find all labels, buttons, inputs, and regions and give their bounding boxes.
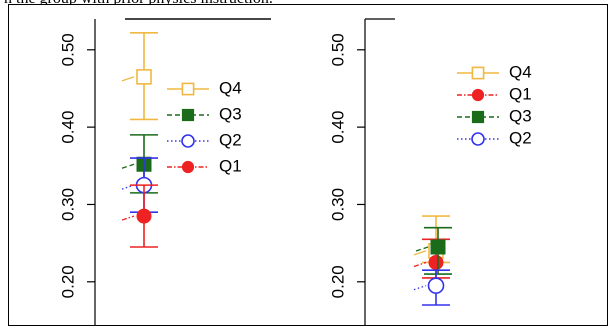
legend-marker xyxy=(471,88,485,102)
legend-label: Q4 xyxy=(219,78,242,97)
y-tick-label: 0.40 xyxy=(328,111,347,144)
legend-label: Q1 xyxy=(509,84,532,103)
legend-entry-q2: Q2 xyxy=(457,128,532,147)
series-connector xyxy=(413,261,427,268)
legend-marker xyxy=(181,160,195,174)
series-connector xyxy=(121,163,135,169)
legend-entry-q2: Q2 xyxy=(167,130,242,149)
legend-marker xyxy=(471,110,485,124)
series-q1-group xyxy=(121,184,158,248)
legend-label: Q2 xyxy=(509,128,532,147)
series-connector xyxy=(121,215,135,221)
legend-marker xyxy=(181,134,195,148)
series-q4-group xyxy=(121,31,158,121)
legend-marker xyxy=(471,132,485,146)
legend-label: Q3 xyxy=(219,104,242,123)
y-tick-label: 0.30 xyxy=(58,188,77,221)
y-tick-label: 0.30 xyxy=(328,188,347,221)
chart-svg: 0.20 0.30 0.40 0.50 Q4 Q3 Q2 Q1 0.20 0.30 0.40 0.50… xyxy=(58,18,532,325)
series-connector xyxy=(413,250,427,256)
legend-label: Q3 xyxy=(509,106,532,125)
data-point xyxy=(427,277,445,294)
series-connector xyxy=(121,76,135,82)
legend-marker xyxy=(181,82,195,96)
y-tick-label: 0.20 xyxy=(58,265,77,298)
data-point xyxy=(136,69,152,85)
legend-label: Q2 xyxy=(219,130,242,149)
series-q2-group xyxy=(413,269,450,306)
y-tick-label: 0.20 xyxy=(328,265,347,298)
y-tick-label: 0.50 xyxy=(328,33,347,66)
series-connector xyxy=(415,246,429,252)
caption-text: h the group with prior physics instructi… xyxy=(4,0,273,8)
legend-entry-q3: Q3 xyxy=(167,104,242,123)
y-tick-label: 0.40 xyxy=(58,111,77,144)
legend-entry-q3: Q3 xyxy=(457,106,532,125)
legend-marker xyxy=(471,66,485,80)
legend-label: Q1 xyxy=(219,156,242,175)
series-q3-group xyxy=(415,226,452,275)
series-q3-group xyxy=(121,134,158,194)
y-tick-label: 0.50 xyxy=(58,33,77,66)
legend-marker xyxy=(181,108,195,122)
legend-entry-q1: Q1 xyxy=(167,156,242,175)
data-point xyxy=(136,208,152,224)
legend-entry-q4: Q4 xyxy=(167,78,242,97)
series-connector xyxy=(413,285,427,291)
chart-panel-2: 0.20 0.30 0.40 0.50 Q4 Q1 Q3 Q2 xyxy=(328,18,532,325)
legend-entry-q4: Q4 xyxy=(457,62,532,81)
data-point xyxy=(430,239,446,255)
chart-panel-1: 0.20 0.30 0.40 0.50 Q4 Q3 Q2 Q1 xyxy=(58,18,271,325)
legend-label: Q4 xyxy=(509,62,532,81)
legend-entry-q1: Q1 xyxy=(457,84,532,103)
data-point xyxy=(428,254,444,270)
figure-frame: 0.20 0.30 0.40 0.50 Q4 Q3 Q2 Q1 0.20 0.30 0.40 0.50… xyxy=(8,4,608,326)
